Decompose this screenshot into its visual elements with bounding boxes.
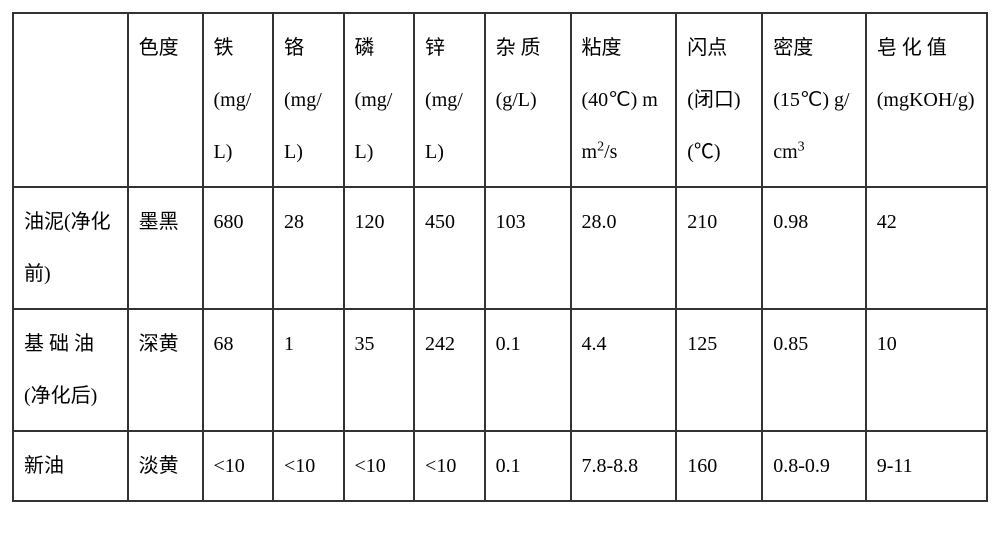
col-sub: (mgKOH/g)	[877, 89, 975, 111]
cell-flash: 125	[676, 309, 762, 431]
cell-density: 0.98	[762, 187, 866, 309]
col-sub: (15℃) g/cm3	[773, 89, 849, 163]
col-label: 锌	[425, 37, 445, 59]
cell-sapon: 10	[866, 309, 987, 431]
cell-flash: 210	[676, 187, 762, 309]
cell-color: 墨黑	[128, 187, 203, 309]
cell-sample: 油泥(净化前)	[13, 187, 128, 309]
col-label: 杂 质	[496, 37, 541, 59]
col-header-cr: 铬 (mg/L)	[273, 13, 344, 187]
cell-color: 深黄	[128, 309, 203, 431]
col-header-p: 磷 (mg/L)	[344, 13, 415, 187]
col-sub: (mg/L)	[284, 89, 322, 163]
table-header-row: 色度 铁 (mg/L) 铬 (mg/L) 磷 (mg/L) 锌 (mg/L) 杂…	[13, 13, 987, 187]
col-sub: (闭口)(℃)	[687, 89, 740, 163]
cell-p: 120	[344, 187, 415, 309]
cell-density: 0.85	[762, 309, 866, 431]
col-header-sample	[13, 13, 128, 187]
col-label: 粘度	[582, 37, 622, 59]
cell-sample: 基 础 油(净化后)	[13, 309, 128, 431]
cell-viscosity: 4.4	[571, 309, 677, 431]
col-header-zn: 锌 (mg/L)	[414, 13, 485, 187]
cell-density: 0.8-0.9	[762, 431, 866, 501]
table-row: 新油 淡黄 <10 <10 <10 <10 0.1 7.8-8.8 160 0.…	[13, 431, 987, 501]
col-header-density: 密度 (15℃) g/cm3	[762, 13, 866, 187]
oil-properties-table: 色度 铁 (mg/L) 铬 (mg/L) 磷 (mg/L) 锌 (mg/L) 杂…	[12, 12, 988, 502]
col-label: 磷	[355, 37, 375, 59]
col-label: 密度	[773, 37, 813, 59]
cell-flash: 160	[676, 431, 762, 501]
col-label: 铬	[284, 37, 304, 59]
col-label: 闪点	[687, 37, 727, 59]
cell-viscosity: 28.0	[571, 187, 677, 309]
cell-cr: 28	[273, 187, 344, 309]
col-header-sapon: 皂 化 值 (mgKOH/g)	[866, 13, 987, 187]
cell-impurity: 0.1	[485, 431, 571, 501]
cell-fe: 680	[203, 187, 274, 309]
col-sub: (mg/L)	[214, 89, 252, 163]
col-header-fe: 铁 (mg/L)	[203, 13, 274, 187]
cell-impurity: 0.1	[485, 309, 571, 431]
col-header-viscosity: 粘度 (40℃) mm2/s	[571, 13, 677, 187]
table-body: 色度 铁 (mg/L) 铬 (mg/L) 磷 (mg/L) 锌 (mg/L) 杂…	[13, 13, 987, 501]
cell-sample: 新油	[13, 431, 128, 501]
cell-fe: 68	[203, 309, 274, 431]
cell-cr: 1	[273, 309, 344, 431]
cell-zn: 242	[414, 309, 485, 431]
cell-zn: <10	[414, 431, 485, 501]
cell-impurity: 103	[485, 187, 571, 309]
cell-viscosity: 7.8-8.8	[571, 431, 677, 501]
col-sub: (mg/L)	[355, 89, 393, 163]
col-label: 皂 化 值	[877, 37, 947, 59]
col-sub: (40℃) mm2/s	[582, 89, 658, 163]
cell-p: 35	[344, 309, 415, 431]
table-row: 油泥(净化前) 墨黑 680 28 120 450 103 28.0 210 0…	[13, 187, 987, 309]
col-header-flash: 闪点 (闭口)(℃)	[676, 13, 762, 187]
table-row: 基 础 油(净化后) 深黄 68 1 35 242 0.1 4.4 125 0.…	[13, 309, 987, 431]
cell-sapon: 42	[866, 187, 987, 309]
col-sub: (g/L)	[496, 89, 537, 111]
cell-fe: <10	[203, 431, 274, 501]
cell-zn: 450	[414, 187, 485, 309]
col-label: 色度	[139, 37, 179, 59]
cell-sapon: 9-11	[866, 431, 987, 501]
cell-cr: <10	[273, 431, 344, 501]
cell-p: <10	[344, 431, 415, 501]
col-header-color: 色度	[128, 13, 203, 187]
col-header-impurity: 杂 质 (g/L)	[485, 13, 571, 187]
col-label: 铁	[214, 37, 234, 59]
col-sub: (mg/L)	[425, 89, 463, 163]
cell-color: 淡黄	[128, 431, 203, 501]
